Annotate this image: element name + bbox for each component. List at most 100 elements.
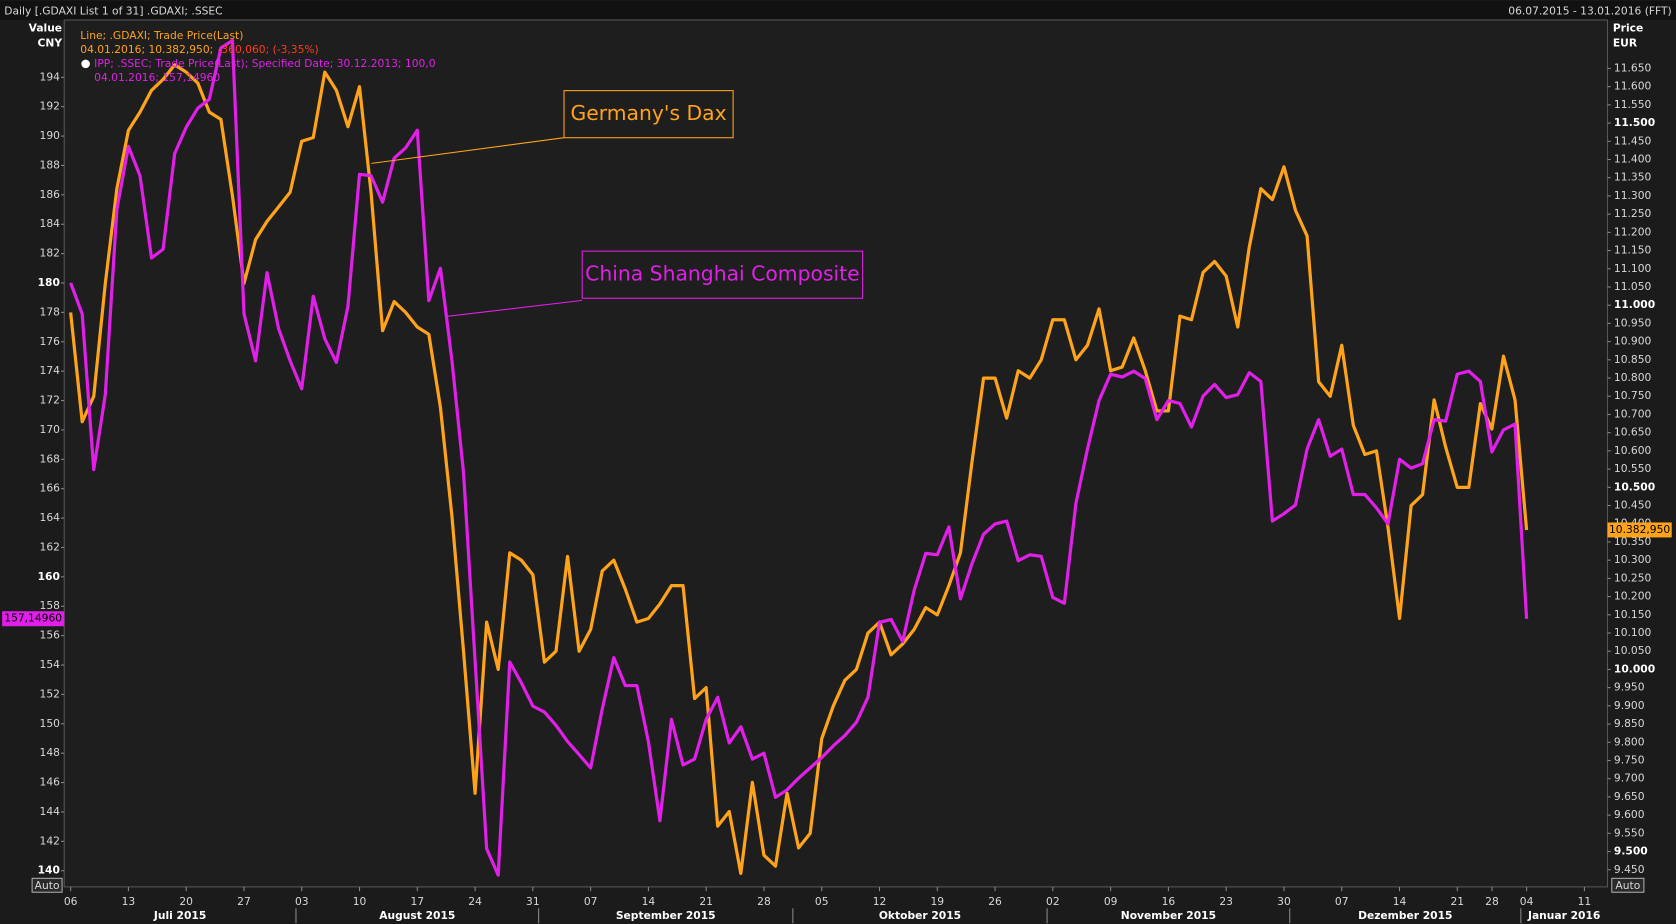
auto-label[interactable]: Auto xyxy=(35,879,60,892)
y2-tick-label: 10.200 xyxy=(1614,590,1652,603)
x-tick-label: 28 xyxy=(1485,895,1499,908)
x-tick-label: 21 xyxy=(699,895,713,908)
y2-tick-label: 10.050 xyxy=(1614,644,1652,657)
y-tick-label: 176 xyxy=(40,335,61,348)
y-tick-label: 152 xyxy=(40,687,60,700)
y2-tick-label: 11.500 xyxy=(1614,116,1655,129)
legend-entry: Line; .GDAXI; Trade Price(Last) xyxy=(80,29,243,42)
month-label: Dezember 2015 xyxy=(1358,909,1452,922)
month-label: November 2015 xyxy=(1121,909,1216,922)
y-tick-label: 154 xyxy=(40,658,61,671)
y2-tick-label: 9.500 xyxy=(1614,845,1648,858)
y2-tick-label: 9.950 xyxy=(1614,681,1645,694)
y2-tick-label: 10.950 xyxy=(1614,316,1652,329)
y2-tick-label: 11.650 xyxy=(1614,61,1652,74)
annotation-leader xyxy=(446,299,583,317)
x-tick-label: 07 xyxy=(584,895,598,908)
y2-tick-label: 11.550 xyxy=(1614,98,1652,111)
month-label: Juli 2015 xyxy=(153,909,206,922)
month-label: September 2015 xyxy=(616,909,716,922)
x-tick-label: 09 xyxy=(1104,895,1118,908)
legend-text: IPP; .SSEC; Trade Price(Last); Specified… xyxy=(94,57,436,70)
annotation: China Shanghai Composite xyxy=(585,262,859,286)
y-tick-label: 146 xyxy=(40,776,61,789)
y-tick-label: 158 xyxy=(40,599,61,612)
x-tick-label: 03 xyxy=(295,895,309,908)
y2-tick-label: 9.900 xyxy=(1614,699,1645,712)
y2-tick-label: 10.550 xyxy=(1614,462,1652,475)
annotation-box xyxy=(563,90,734,139)
y-tick-label: 188 xyxy=(40,158,61,171)
y-tick-label: 166 xyxy=(40,482,61,495)
x-tick-label: 26 xyxy=(988,895,1002,908)
x-tick-label: 07 xyxy=(1335,895,1349,908)
y2-tick-label: 10.100 xyxy=(1614,626,1652,639)
auto-button[interactable] xyxy=(31,877,63,893)
chart-title: Daily [.GDAXI List 1 of 31] .GDAXI; .SSE… xyxy=(4,4,222,17)
y2-tick-label: 9.700 xyxy=(1614,772,1645,785)
x-tick-label: 27 xyxy=(237,895,251,908)
x-tick-label: 13 xyxy=(122,895,136,908)
y2-tick-label: 9.600 xyxy=(1614,808,1645,821)
x-tick-label: 31 xyxy=(526,895,540,908)
y-tick-label: 168 xyxy=(40,452,61,465)
month-label: Januar 2016 xyxy=(1527,909,1600,922)
legend-text: Line; .GDAXI; Trade Price(Last) xyxy=(80,29,243,42)
y2-tick-label: 11.150 xyxy=(1614,244,1652,257)
y-tick-label: 140 xyxy=(38,864,60,877)
y-tick-label: 150 xyxy=(40,717,61,730)
y-tick-label: 178 xyxy=(40,305,61,318)
y2-tick-label: 9.550 xyxy=(1614,826,1645,839)
last-value-tag xyxy=(1607,522,1672,538)
legend-entry: IPP; .SSEC; Trade Price(Last); Specified… xyxy=(94,57,436,70)
y2-tick-label: 11.250 xyxy=(1614,207,1652,220)
y-tick-label: 172 xyxy=(40,394,60,407)
last-value-tag xyxy=(2,611,65,627)
series-line xyxy=(69,63,1529,876)
y2-tick-label: 9.800 xyxy=(1614,735,1645,748)
annotation-leader xyxy=(371,137,565,164)
y-tick-label: 164 xyxy=(40,511,61,524)
y2-tick-label: 11.050 xyxy=(1614,280,1652,293)
y2-tick-label: 10.300 xyxy=(1614,553,1652,566)
y2-tick-label: 10.000 xyxy=(1614,662,1655,675)
legend-entry: 04.01.2016; 10.382,950; -360,060; (-3,35%… xyxy=(80,43,318,56)
y2-tick-label: 11.450 xyxy=(1614,134,1652,147)
series-layer xyxy=(69,38,1529,877)
y-tick-label: 170 xyxy=(40,423,61,436)
x-tick-label: 14 xyxy=(642,895,656,908)
legend-icon xyxy=(81,59,90,69)
y-tick-label: 160 xyxy=(38,570,60,583)
x-tick-label: 28 xyxy=(757,895,771,908)
y-axis-label: Value xyxy=(29,22,62,35)
y-tick-label: 156 xyxy=(40,629,61,642)
legend: Line; .GDAXI; Trade Price(Last)04.01.201… xyxy=(80,29,435,84)
y-tick-label: 194 xyxy=(40,70,61,83)
auto-button[interactable] xyxy=(1611,877,1645,893)
auto-label[interactable]: Auto xyxy=(1615,879,1640,892)
y-tick-label: 180 xyxy=(38,276,60,289)
x-tick-label: 14 xyxy=(1393,895,1407,908)
y2-axis-label: Price xyxy=(1613,22,1643,35)
y2-tick-label: 11.300 xyxy=(1614,189,1652,202)
y-tick-label: 144 xyxy=(40,805,61,818)
x-tick-label: 21 xyxy=(1450,895,1464,908)
y2-tick-label: 10.650 xyxy=(1614,426,1652,439)
y2-tick-label: 11.200 xyxy=(1614,225,1652,238)
x-tick-label: 19 xyxy=(930,895,944,908)
y-axis-unit: CNY xyxy=(38,37,63,50)
header-bar xyxy=(0,0,1676,20)
x-tick-label: 10 xyxy=(353,895,367,908)
y2-tick-label: 9.750 xyxy=(1614,753,1645,766)
legend-change: -360,060; (-3,35%) xyxy=(218,43,319,56)
month-label: Oktober 2015 xyxy=(879,909,961,922)
y2-tick-label: 11.100 xyxy=(1614,262,1652,275)
y2-tick-label: 10.800 xyxy=(1614,371,1652,384)
y-tick-label: 192 xyxy=(40,100,60,113)
x-tick-label: 17 xyxy=(410,895,424,908)
y2-tick-label: 9.450 xyxy=(1614,863,1645,876)
legend-entry: 04.01.2016; 157,14960 xyxy=(94,71,220,84)
y2-tick-label: 10.900 xyxy=(1614,335,1652,348)
